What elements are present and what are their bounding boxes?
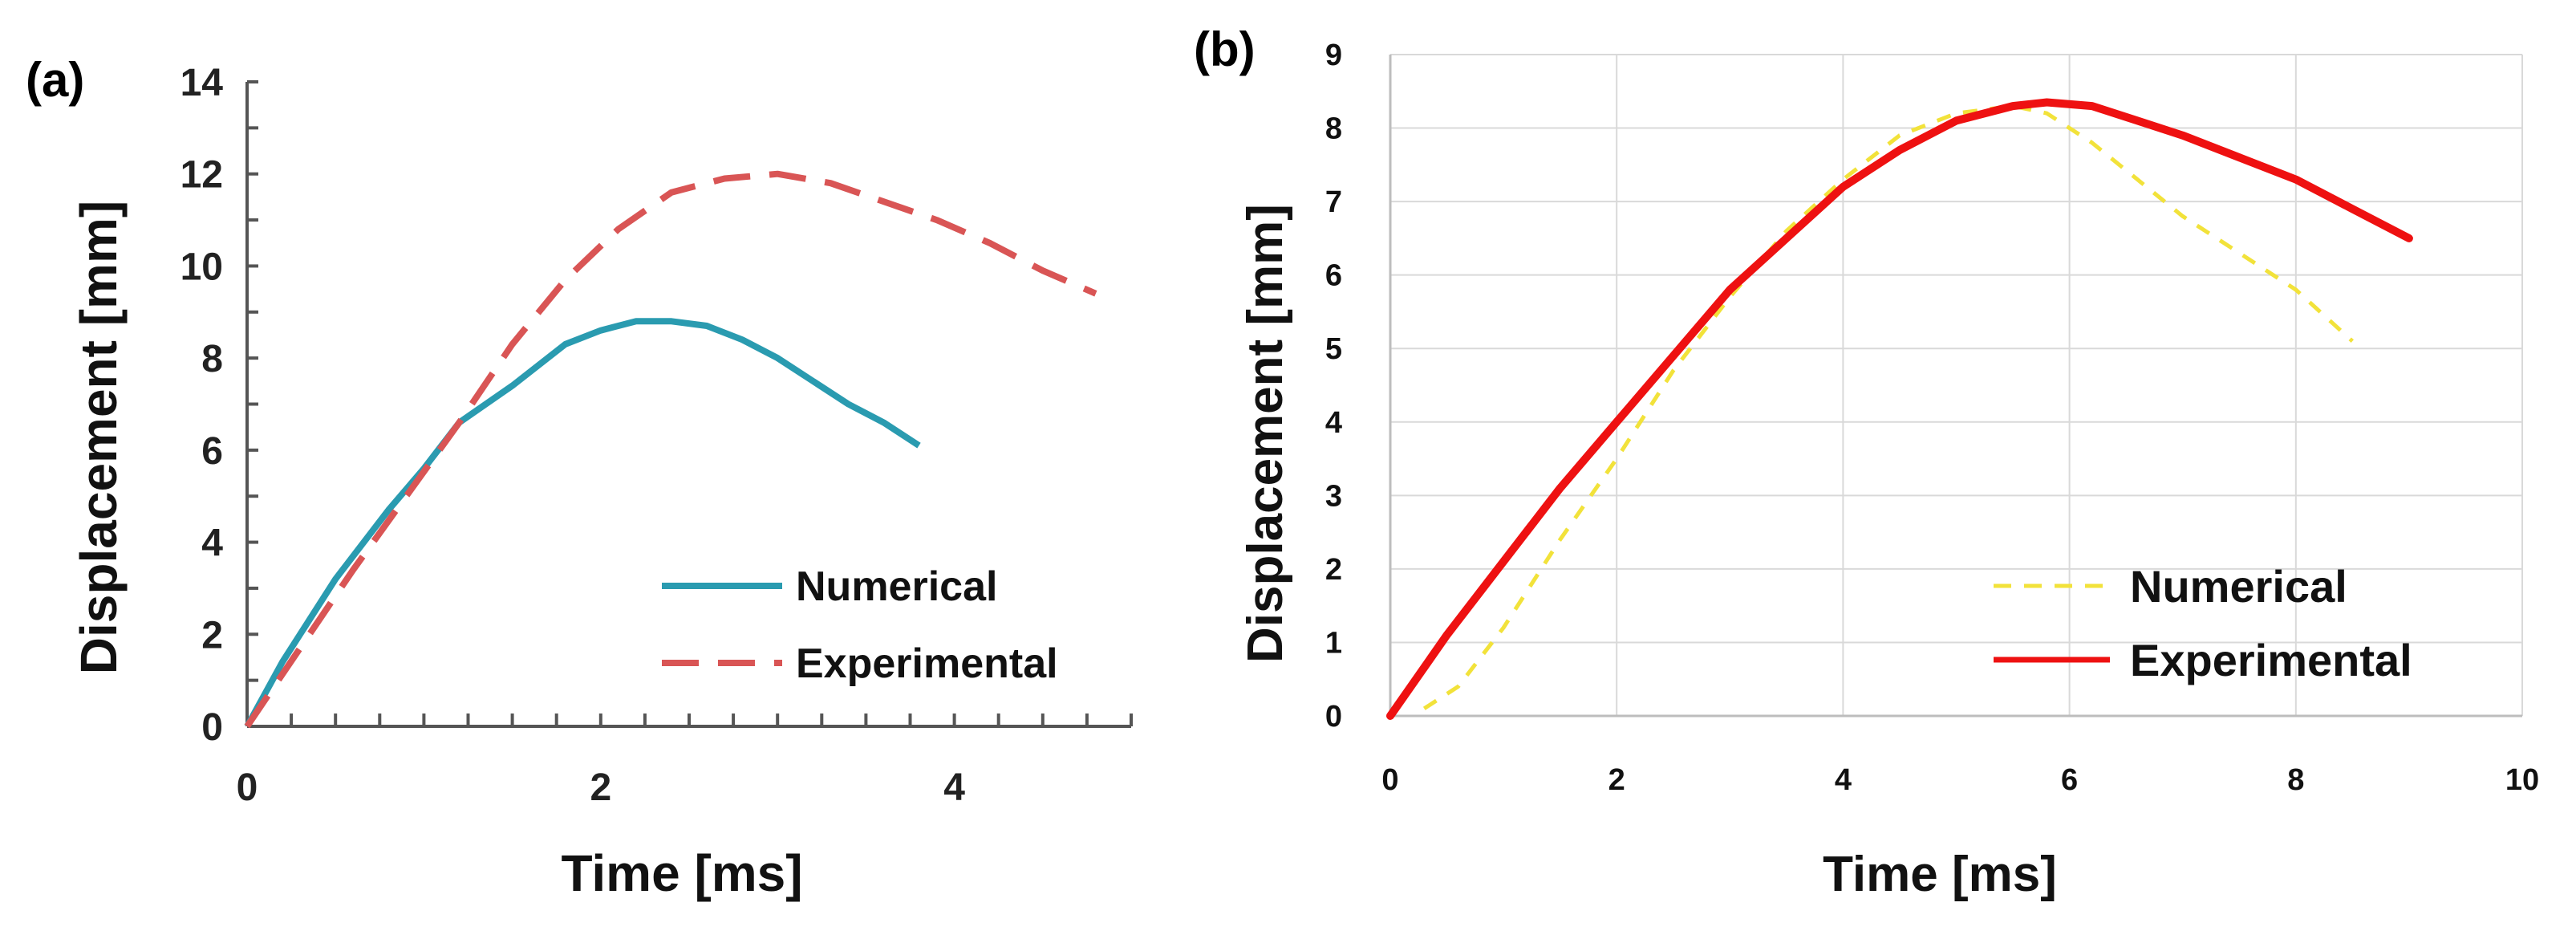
panel-b-x-tick-label: 6 <box>2061 763 2078 797</box>
panel-b-x-tick-label: 10 <box>2505 763 2539 797</box>
panel-b-legend-label-numerical: Numerical <box>2130 561 2347 612</box>
panel-a-y-tick-label: 12 <box>181 154 223 197</box>
panel-b-series-experimental <box>1386 98 2413 720</box>
panel-b-legend-label-experimental: Experimental <box>2130 635 2412 685</box>
panel-a-series-numerical <box>244 318 921 728</box>
panel-a-y-tick-label: 4 <box>201 522 223 565</box>
panel-b-y-tick-label: 8 <box>1325 112 1342 146</box>
panel-a-y-tick-label: 0 <box>201 706 223 749</box>
panel-a-y-axis-title: Displacement [mm] <box>70 201 128 674</box>
panel-b-y-tick-label: 0 <box>1325 700 1342 734</box>
panel-b-y-tick-label: 6 <box>1325 259 1342 293</box>
panel-b-y-axis-title: Displacement [mm] <box>1238 204 1293 663</box>
panel-b-y-tick-label: 3 <box>1325 479 1342 513</box>
panel-a-x-axis-title: Time [ms] <box>561 844 802 902</box>
panel-a-x-tick-label: 2 <box>590 766 611 809</box>
panel-a-label: (a) <box>26 53 84 107</box>
panel-b-x-axis-title: Time [ms] <box>1823 847 2057 902</box>
panel-b-y-tick-label: 9 <box>1325 39 1342 72</box>
panel-a-y-tick-label: 14 <box>181 62 224 104</box>
panel-b-x-tick-label: 4 <box>1835 763 1852 797</box>
panel-b-x-tick-label: 2 <box>1608 763 1625 797</box>
panel-a-y-tick-label: 10 <box>181 246 223 288</box>
panel-a-x-tick-label: 0 <box>237 766 258 809</box>
panel-a-y-tick-label: 2 <box>201 614 223 657</box>
panel-a-series-experimental <box>244 170 1097 729</box>
panel-a-legend-label-numerical: Numerical <box>796 563 997 610</box>
panel-a-y-tick-label: 6 <box>201 430 223 473</box>
panel-a-y-tick-label: 8 <box>201 338 223 380</box>
panel-b-y-tick-label: 7 <box>1325 185 1342 219</box>
panel-b-y-tick-label: 4 <box>1325 406 1342 440</box>
panel-b-label: (b) <box>1194 22 1256 76</box>
panel-b-x-tick-label: 8 <box>2287 763 2304 797</box>
panel-b-y-tick-label: 2 <box>1325 553 1342 587</box>
panel-a-x-tick-label: 4 <box>943 766 965 809</box>
panel-a-legend-label-experimental: Experimental <box>796 640 1058 687</box>
panel-b-series-numerical <box>1422 104 2354 710</box>
panel-b-chart: (b) 0 1 2 3 4 5 6 7 8 9 0 2 4 6 8 10 Numerical Experiment… <box>1194 22 2539 902</box>
panel-b-y-tick-label: 1 <box>1325 626 1342 660</box>
panel-b-x-tick-label: 0 <box>1381 763 1398 797</box>
panel-b-y-tick-label: 5 <box>1325 332 1342 366</box>
